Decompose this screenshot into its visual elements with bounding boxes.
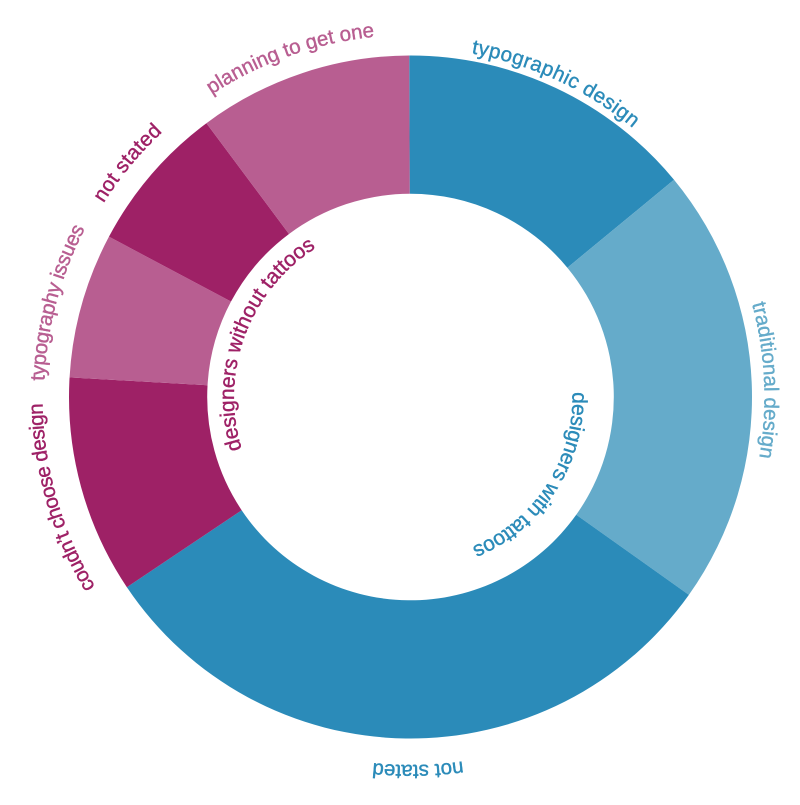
svg-text:not stated: not stated xyxy=(371,756,465,783)
